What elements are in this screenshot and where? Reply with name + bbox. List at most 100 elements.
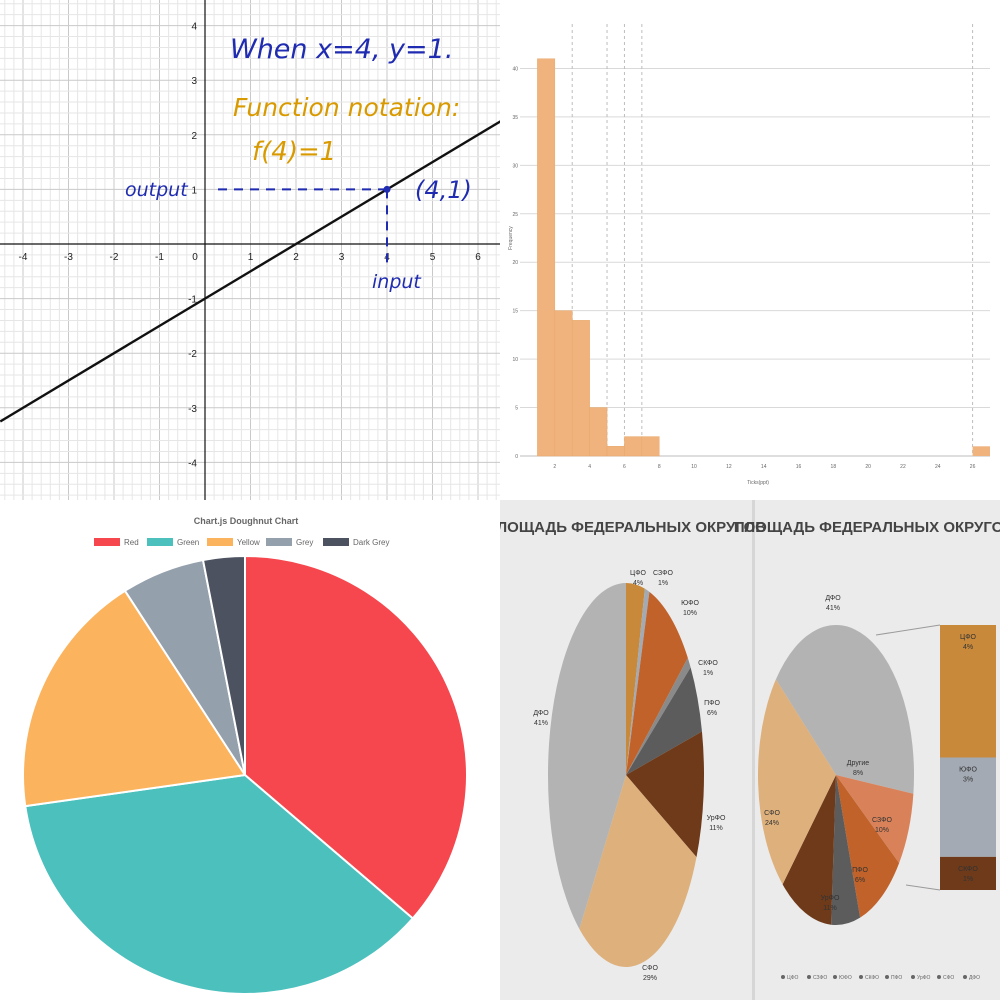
- legend-label: ЮФО: [839, 975, 852, 981]
- legend-label: ЦФО: [787, 975, 799, 981]
- breakout-segment: [940, 856, 996, 890]
- legend-label: Grey: [296, 538, 313, 547]
- legend-marker: [911, 975, 915, 979]
- y-tick-label: 30: [512, 163, 518, 169]
- annotation-point: (4,1): [415, 176, 472, 204]
- histogram-panel: 0 5 10 15 20 25 30 35 40 2 4 6 8 10 12 14 16 18 20 22 24 26 Ti…: [500, 0, 1000, 500]
- y-tick-label: -1: [188, 295, 197, 306]
- x-tick-label: 8: [658, 464, 661, 470]
- annotation-function-notation: Function notation:: [233, 93, 460, 122]
- doughnut-chart: Chart.js Doughnut Chart Red Green Yellow Gr…: [22, 516, 468, 995]
- x-tick-label: -3: [64, 252, 73, 263]
- y-tick-label: -4: [188, 458, 197, 469]
- pie-label: СЗФО 1%: [653, 570, 673, 587]
- pie-label: ПФО 6%: [704, 700, 720, 717]
- y-tick-label: 1: [191, 185, 197, 196]
- annotation-input: input: [372, 271, 422, 293]
- x-tick-label: 12: [726, 464, 732, 470]
- x-tick-label: 22: [900, 464, 906, 470]
- chart-title: Chart.js Doughnut Chart: [194, 516, 299, 526]
- pie-slice: [775, 625, 914, 794]
- annotation-f4: f(4)=1: [252, 137, 336, 167]
- breakout-connector: [905, 884, 941, 891]
- y-tick-label: 4: [191, 22, 197, 33]
- doughnut-chart-panel: Chart.js Doughnut Chart Red Green Yellow Gr…: [0, 500, 500, 1000]
- x-tick-label: 1: [248, 252, 254, 263]
- x-tick-label: 4: [588, 464, 591, 470]
- pie-slice: [831, 775, 861, 925]
- y-tick-label: 5: [515, 406, 518, 412]
- pie-label: ДФО 41%: [825, 595, 841, 612]
- y-tick-label: -2: [188, 349, 197, 360]
- breakout-label: СКФО 1%: [958, 866, 978, 883]
- y-tick-label: 25: [512, 212, 518, 218]
- x-tick-label: 0: [192, 252, 198, 263]
- x-tick-label: 26: [970, 464, 976, 470]
- legend-label: Red: [124, 538, 139, 547]
- histogram-bar: [624, 436, 643, 457]
- pie-slice: [626, 588, 650, 775]
- histogram-bar: [606, 446, 625, 457]
- annotation-when: When x=4, y=1.: [230, 34, 453, 65]
- pie-label: СЗФО 10%: [872, 817, 892, 834]
- pie-label: СФО 24%: [764, 810, 780, 827]
- point-marker: [383, 185, 391, 193]
- x-tick-label: 18: [831, 464, 837, 470]
- histogram-bar: [571, 320, 590, 457]
- pie-slice: [244, 554, 468, 920]
- federal-districts-charts: ПЛОЩАДЬ ФЕДЕРАЛЬНЫХ ОКРУГОВ ПЛОЩАДЬ ФЕДЕ…: [500, 500, 1000, 1000]
- y-tick-label: 35: [512, 115, 518, 121]
- pie-label: СКФО 1%: [698, 660, 718, 677]
- legend-label: УрФО: [917, 975, 931, 981]
- left-pie-title: ПЛОЩАДЬ ФЕДЕРАЛЬНЫХ ОКРУГОВ: [500, 519, 766, 536]
- pie-slice: [22, 589, 247, 808]
- x-tick-label: 14: [761, 464, 767, 470]
- federal-districts-panel: ПЛОЩАДЬ ФЕДЕРАЛЬНЫХ ОКРУГОВ ПЛОЩАДЬ ФЕДЕ…: [500, 500, 1000, 1000]
- legend-swatch: [323, 538, 349, 546]
- pie-slice: [626, 657, 691, 775]
- breakout-label: ЦФО 4%: [960, 634, 977, 651]
- pie-label: ПФО 6%: [852, 867, 868, 884]
- x-tick-label: 6: [623, 464, 626, 470]
- breakout-connector: [875, 624, 941, 636]
- legend-swatch: [207, 538, 233, 546]
- pie-slice: [782, 775, 836, 925]
- x-tick-label: -2: [110, 252, 119, 263]
- legend-swatch: [266, 538, 292, 546]
- y-tick-label: 3: [191, 76, 197, 87]
- y-tick-label: 15: [512, 309, 518, 315]
- function-line: [0, 120, 500, 423]
- legend-marker: [859, 975, 863, 979]
- pie-slice: [201, 554, 246, 776]
- x-tick-label: 2: [293, 252, 299, 263]
- pie-label: Другие 8%: [847, 760, 870, 777]
- pie-slice: [758, 679, 836, 885]
- pie-slice: [548, 583, 626, 929]
- annotation-output: output: [125, 179, 189, 201]
- histogram-bar: [641, 436, 660, 457]
- x-axis-label: Ticks(ppt): [747, 480, 769, 486]
- x-tick-label: 5: [430, 252, 436, 263]
- x-tick-label: 20: [865, 464, 871, 470]
- legend-swatch: [147, 538, 173, 546]
- pie-slice: [626, 591, 688, 775]
- x-tick-label: -4: [19, 252, 28, 263]
- legend-label: СЗФО: [813, 975, 827, 981]
- legend-label: Green: [177, 538, 199, 547]
- x-tick-label: -1: [155, 252, 164, 263]
- breakout-label: ЮФО 3%: [959, 767, 977, 784]
- pie-slice: [836, 775, 900, 918]
- legend-marker: [781, 975, 785, 979]
- pie-label: ЦФО 4%: [630, 570, 647, 587]
- pie-label: УрФО 11%: [707, 815, 726, 832]
- legend-label: СФО: [943, 975, 954, 981]
- x-tick-label: 10: [691, 464, 697, 470]
- legend-label: ПФО: [891, 975, 902, 981]
- y-tick-label: 10: [512, 357, 518, 363]
- pie-slice: [626, 583, 645, 775]
- pie-slice: [579, 775, 697, 967]
- legend-marker: [963, 975, 967, 979]
